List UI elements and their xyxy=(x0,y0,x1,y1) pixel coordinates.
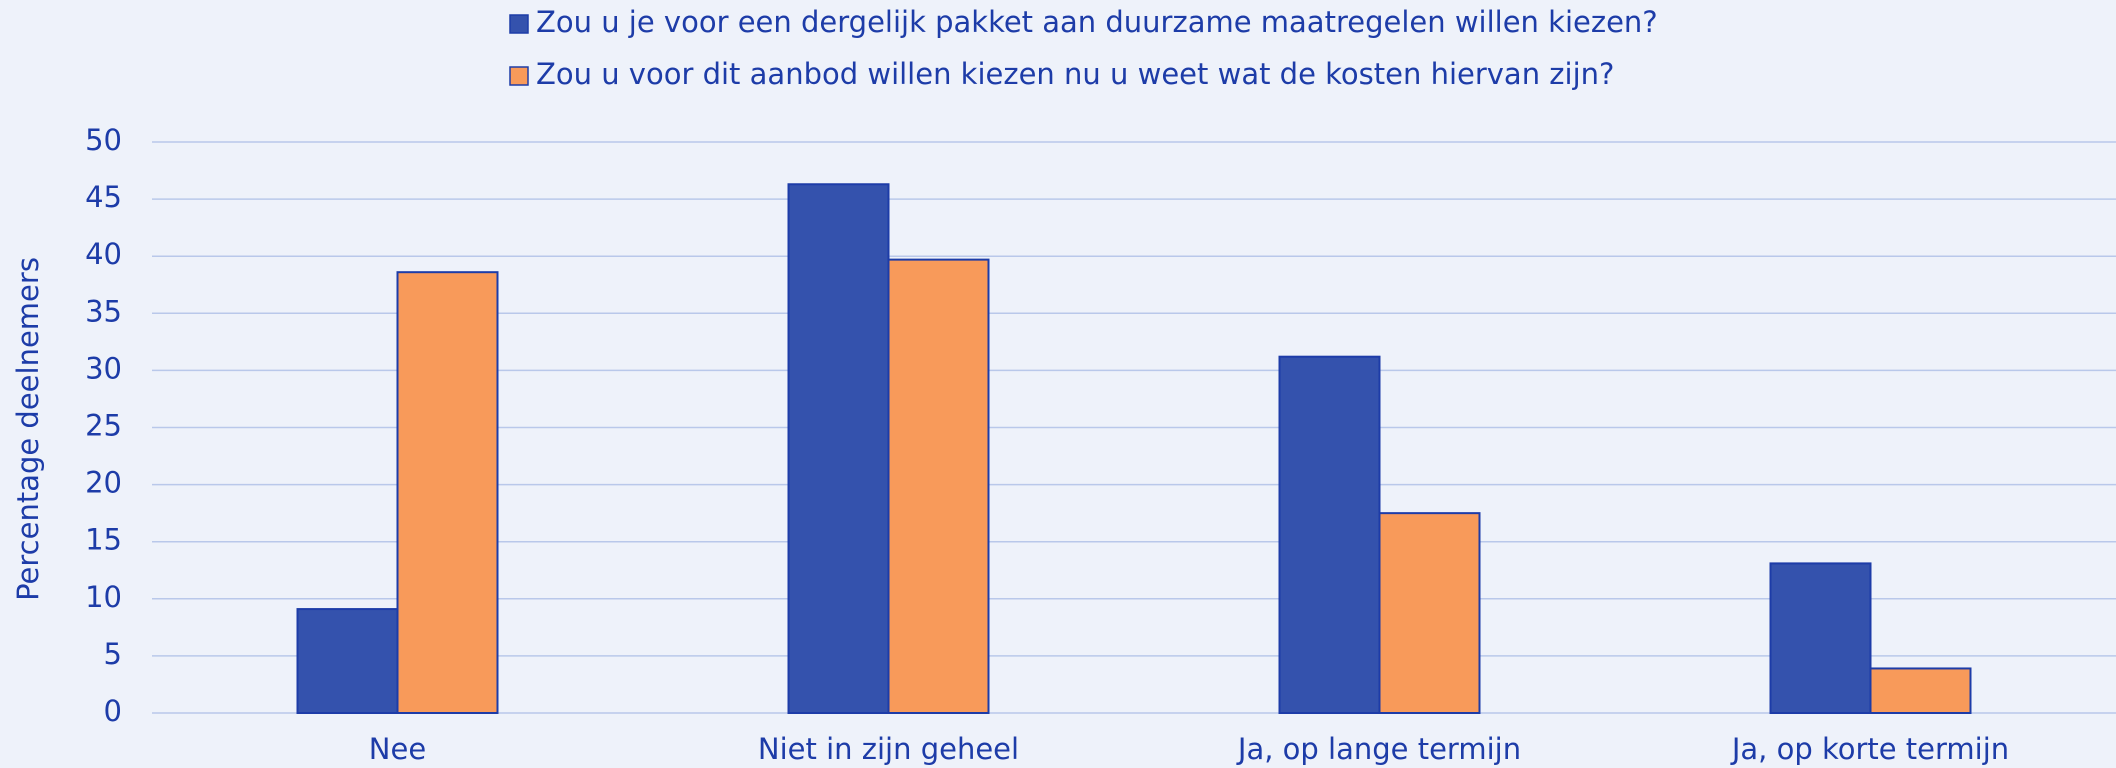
y-tick-label: 15 xyxy=(85,523,122,557)
bar xyxy=(396,271,499,714)
bar xyxy=(1378,512,1481,715)
y-tick-label: 20 xyxy=(85,466,122,500)
y-tick-label: 25 xyxy=(85,409,122,443)
bar xyxy=(1869,667,1972,714)
y-tick-label: 40 xyxy=(85,237,122,271)
y-axis-title: Percentage deelnemers xyxy=(11,257,45,601)
bar xyxy=(887,258,990,714)
y-tick-label: 10 xyxy=(85,580,122,614)
y-tick-label: 50 xyxy=(85,123,122,157)
bar xyxy=(1278,355,1381,714)
x-tick-label: Ja, op lange termijn xyxy=(1236,732,1521,766)
y-tick-label: 0 xyxy=(104,694,122,728)
legend-swatch xyxy=(509,66,529,86)
y-tick-label: 35 xyxy=(85,294,122,328)
legend-swatch xyxy=(509,14,529,34)
bar xyxy=(1769,562,1872,715)
bar xyxy=(296,608,399,714)
x-tick-label: Niet in zijn geheel xyxy=(758,732,1019,766)
x-tick-label: Ja, op korte termijn xyxy=(1730,732,2009,766)
legend-label: Zou u je voor een dergelijk pakket aan d… xyxy=(536,5,1658,39)
x-tick-label: Nee xyxy=(369,732,426,766)
y-tick-label: 30 xyxy=(85,351,122,385)
y-tick-label: 45 xyxy=(85,180,122,214)
legend-label: Zou u voor dit aanbod willen kiezen nu u… xyxy=(536,57,1614,91)
bar xyxy=(787,183,890,714)
y-tick-label: 5 xyxy=(104,637,122,671)
